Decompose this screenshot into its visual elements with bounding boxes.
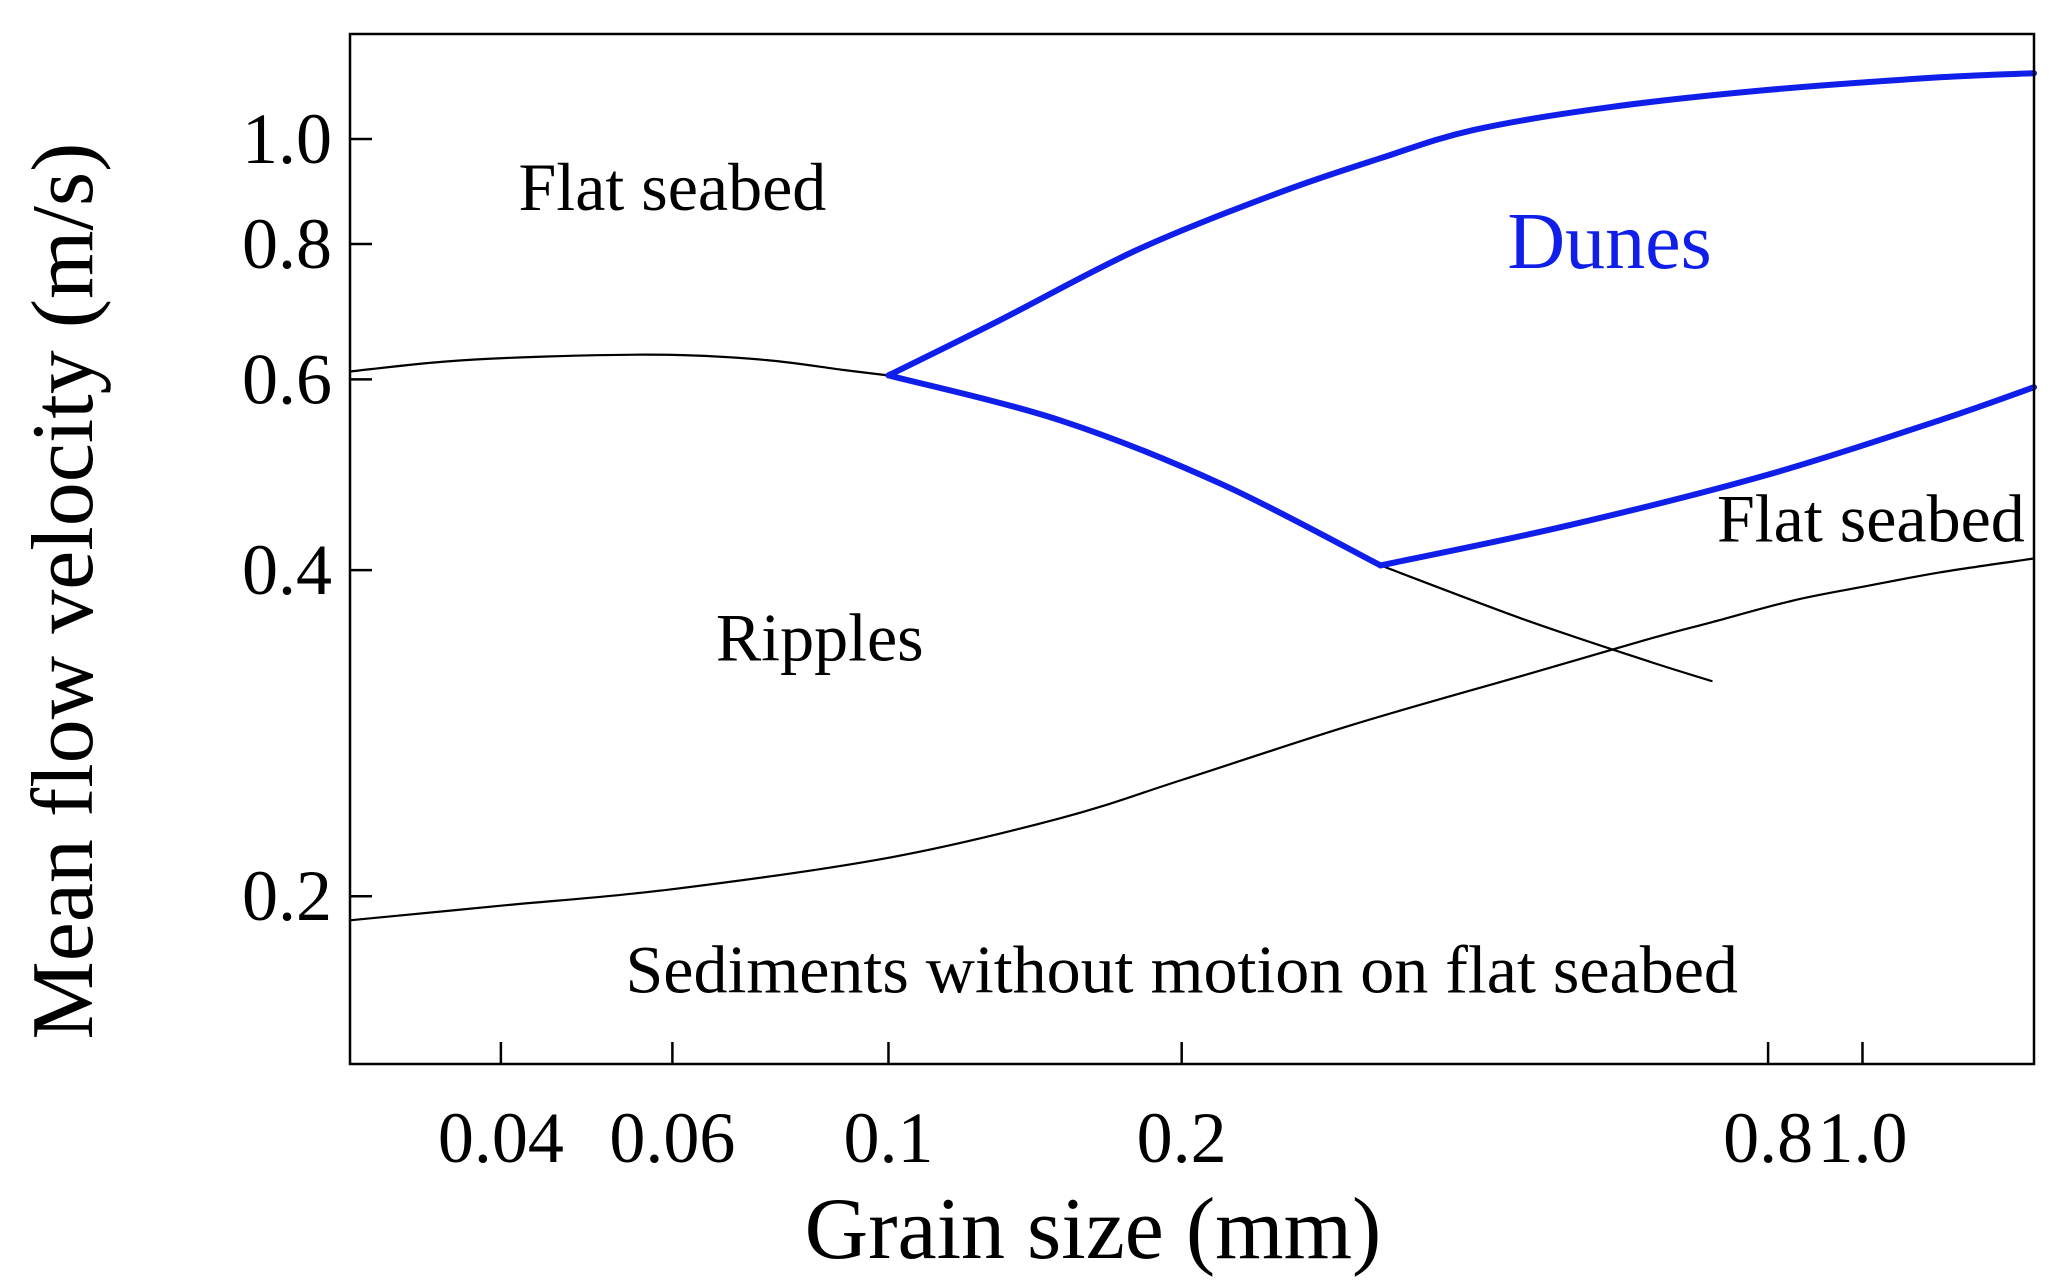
region-label: Dunes	[1507, 198, 1711, 286]
x-tick-label: 0.04	[438, 1098, 564, 1178]
region-label: Flat seabed	[1717, 481, 2025, 557]
x-tick-label: 0.1	[843, 1098, 933, 1178]
region-label: Flat seabed	[518, 149, 826, 225]
boundary-curve-4	[885, 70, 2037, 379]
boundary-curve-6	[1377, 384, 2037, 569]
boundary-curve-3	[1379, 564, 1713, 683]
x-tick-label: 0.8	[1723, 1098, 1813, 1178]
region-label: Ripples	[716, 600, 924, 676]
y-tick-label: 1.0	[242, 99, 332, 179]
annotation-layer: Flat seabed Dunes Flat seabed Ripples Sedime…	[518, 149, 2024, 1007]
y-axis-title: Mean flow velocity (m/s)	[15, 143, 112, 1040]
y-tick-label: 0.8	[242, 204, 332, 284]
x-tick-label: 1.0	[1817, 1098, 1907, 1178]
x-tick-label: 0.06	[609, 1098, 735, 1178]
region-label: Sediments without motion on flat seabed	[625, 931, 1737, 1007]
x-axis-title: Grain size (mm)	[805, 1181, 1382, 1278]
boundary-curve-5	[885, 372, 1384, 569]
plot-frame	[348, 32, 2036, 1066]
y-tick-label: 0.4	[242, 530, 332, 610]
tick-layer: 0.04 0.06 0.1 0.2 0.8 1.00.20.40.60.81.0	[242, 99, 1907, 1178]
x-tick-label: 0.2	[1137, 1098, 1227, 1178]
y-tick-label: 0.2	[242, 856, 332, 936]
y-tick-label: 0.6	[242, 339, 332, 419]
boundary-curve-1	[348, 353, 890, 377]
boundary-curve-2	[348, 557, 2036, 922]
series-layer	[348, 70, 2037, 922]
